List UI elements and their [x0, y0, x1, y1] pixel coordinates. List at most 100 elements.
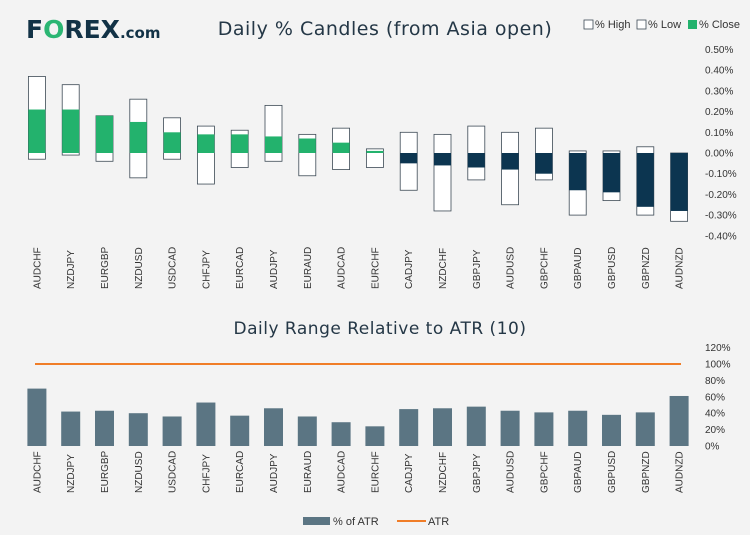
candle-close-gbpchf	[535, 153, 553, 174]
candle-close-audnzd	[670, 153, 688, 211]
candles-x-tick: GBPUSD	[607, 247, 618, 289]
atr-bar-nzdjpy	[61, 411, 81, 446]
atr-x-tick: AUDNZD	[675, 451, 686, 493]
candle-close-audusd	[501, 153, 519, 170]
atr-y-tick: 60%	[705, 392, 725, 403]
candles-y-tick: 0.30%	[705, 86, 733, 97]
candle-close-eurchf	[366, 150, 384, 153]
atr-bar-gbpnzd	[635, 412, 655, 446]
candles-x-tick: NZDUSD	[134, 247, 145, 289]
candles-x-tick: AUDCHF	[32, 247, 43, 289]
atr-x-tick: CHFJPY	[201, 454, 212, 493]
atr-x-tick: NZDJPY	[66, 454, 77, 493]
legend-high-label: % High	[595, 19, 630, 31]
candle-close-audcad	[332, 142, 350, 153]
candles-x-tick: GBPJPY	[472, 249, 483, 289]
candle-close-audjpy	[265, 136, 282, 153]
candles-x-tick: AUDCAD	[337, 247, 348, 289]
candles-y-tick: -0.40%	[705, 231, 737, 242]
candles-x-tick: NZDCHF	[438, 248, 449, 289]
atr-bar-gbpusd	[602, 414, 621, 446]
candles-x-tick: AUDNZD	[675, 247, 686, 289]
atr-bar-eurchf	[365, 426, 385, 446]
atr-x-tick: CADJPY	[404, 453, 415, 493]
candle-close-gbpaud	[569, 153, 587, 191]
atr-y-tick: 120%	[705, 343, 731, 354]
candle-range-eurchf	[365, 148, 384, 168]
candles-x-axis: AUDCHF NZDJPY EURGBP NZDUSD USDCAD CHFJPY EURC…	[32, 246, 685, 289]
candles-legend: % High % Low % Close	[583, 19, 740, 31]
atr-bar-gbpaud	[568, 410, 588, 446]
logo-dotcom: .com	[120, 24, 161, 42]
candles-y-tick: -0.30%	[705, 211, 737, 222]
atr-x-tick: AUDCAD	[337, 451, 348, 493]
atr-bar-audnzd	[669, 395, 689, 446]
candle-close-gbpjpy	[467, 153, 485, 168]
atr-x-axis: AUDCHF NZDJPY EURGBP NZDUSD USDCAD CHFJPY EURC…	[32, 450, 685, 493]
candle-close-eurcad	[231, 134, 249, 153]
atr-chart-title: Daily Range Relative to ATR (10)	[234, 319, 527, 339]
atr-bar-nzdchf	[433, 408, 452, 446]
atr-bar-audchf	[27, 388, 47, 446]
candles-x-tick: NZDJPY	[66, 250, 77, 289]
candles-x-tick: GBPAUD	[573, 248, 584, 290]
atr-bar-usdcad	[162, 416, 182, 446]
candles-y-tick: -0.20%	[705, 190, 737, 201]
candles-y-tick: 0.40%	[705, 66, 733, 77]
legend-close-label: % Close	[699, 19, 740, 31]
atr-y-tick: 0%	[705, 442, 720, 453]
atr-x-tick: AUDUSD	[506, 451, 517, 493]
legend-low-swatch	[636, 19, 647, 30]
candle-close-chfjpy	[197, 134, 215, 153]
candle-close-gbpusd	[603, 153, 620, 193]
candle-close-gbpnzd	[636, 153, 654, 207]
candles-chart-title: Daily % Candles (from Asia open)	[218, 18, 552, 40]
candles-x-tick: EURCHF	[370, 247, 381, 289]
candles-x-tick: USDCAD	[168, 247, 179, 289]
atr-x-tick: EURCAD	[235, 451, 246, 493]
atr-x-tick: EURAUD	[303, 451, 314, 493]
candles-x-tick: CADJPY	[404, 249, 415, 289]
atr-x-tick: EURCHF	[370, 451, 381, 493]
atr-x-tick: GBPCHF	[539, 451, 550, 493]
svg-text:FOREX.com: FOREX.com	[26, 15, 160, 44]
candles-y-tick: 0.50%	[705, 45, 733, 56]
candle-close-nzdchf	[434, 153, 451, 166]
candle-close-usdcad	[163, 132, 181, 153]
atr-bar-chfjpy	[196, 402, 216, 446]
candle-close-audchf	[28, 109, 46, 153]
candles-x-tick: EURCAD	[235, 247, 246, 289]
legend-high-swatch	[583, 19, 594, 30]
legend-atr-label: ATR	[428, 516, 449, 528]
candles-y-axis: 0.50% 0.40% 0.30% 0.20% 0.10% 0.00% -0.10% -0.2…	[705, 45, 737, 242]
atr-x-tick: GBPUSD	[607, 451, 618, 493]
atr-x-tick: AUDCHF	[32, 451, 43, 493]
candles-y-tick: -0.10%	[705, 169, 737, 180]
atr-bar-euraud	[297, 416, 317, 446]
legend-pct-atr-label: % of ATR	[333, 516, 379, 528]
candles-x-tick: GBPNZD	[641, 247, 652, 289]
candle-close-eurgbp	[96, 115, 113, 153]
candle-close-nzdjpy	[62, 109, 80, 153]
atr-x-tick: GBPAUD	[573, 452, 584, 494]
candles-x-tick: AUDJPY	[269, 249, 280, 289]
atr-bar-cadjpy	[399, 409, 419, 446]
candle-close-cadjpy	[400, 153, 418, 164]
atr-bar-eurgbp	[95, 410, 114, 446]
atr-x-tick: NZDUSD	[134, 451, 145, 493]
atr-bar-audusd	[500, 410, 520, 446]
atr-bar-audcad	[331, 422, 351, 446]
atr-plot	[27, 363, 689, 446]
candle-close-nzdusd	[129, 121, 147, 153]
candles-x-tick: EURGBP	[100, 246, 111, 289]
candles-y-tick: 0.20%	[705, 107, 733, 118]
atr-y-tick: 20%	[705, 425, 725, 436]
logo-letter-o: O	[43, 15, 64, 44]
atr-bar-gbpjpy	[466, 406, 486, 446]
atr-bar-nzdusd	[128, 413, 148, 446]
atr-bar-eurcad	[230, 415, 250, 446]
atr-y-axis: 120% 100% 80% 60% 40% 20% 0%	[705, 343, 731, 452]
atr-legend: % of ATR ATR	[303, 516, 449, 528]
atr-y-tick: 40%	[705, 409, 725, 420]
